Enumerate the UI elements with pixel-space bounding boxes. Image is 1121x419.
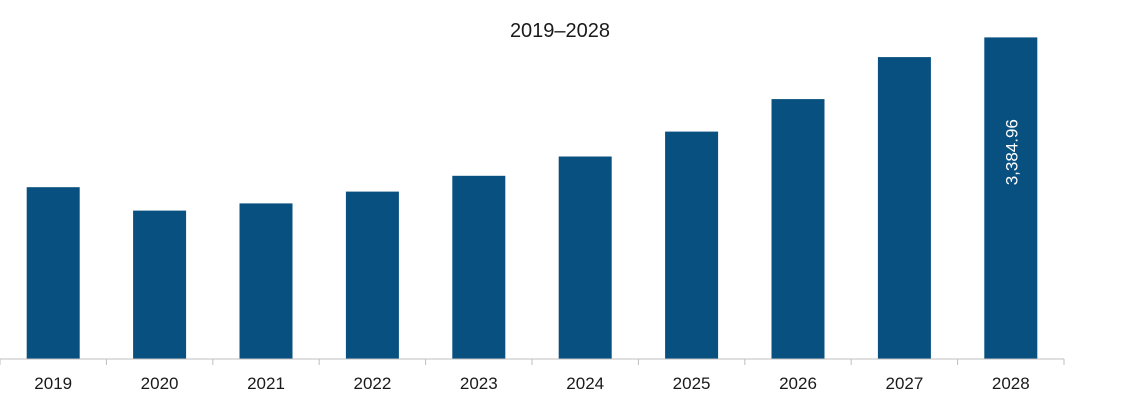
x-tick-label-2023: 2023 <box>460 374 498 393</box>
x-tick-marks <box>0 359 1065 365</box>
bar-2027 <box>877 57 931 359</box>
bar-2022 <box>345 191 399 359</box>
x-tick-label-2024: 2024 <box>566 374 604 393</box>
x-tick-label-2025: 2025 <box>673 374 711 393</box>
data-labels: 3,384.96 <box>1002 119 1021 185</box>
bar-2019 <box>26 187 80 359</box>
x-tick-label-2020: 2020 <box>141 374 179 393</box>
bar-2028 <box>984 37 1038 360</box>
x-tick-label-2019: 2019 <box>34 374 72 393</box>
x-tick-label-2026: 2026 <box>779 374 817 393</box>
bar-2021 <box>239 203 293 359</box>
x-tick-label-2021: 2021 <box>247 374 285 393</box>
bar-2026 <box>771 99 825 359</box>
bar-2024 <box>558 156 612 359</box>
x-tick-label-2022: 2022 <box>353 374 391 393</box>
x-tick-labels: 2019 2020 2021 2022 2023 2024 2025 2026 2027 2028 <box>34 374 1029 393</box>
x-tick-label-2028: 2028 <box>992 374 1030 393</box>
chart-title: 2019–2028 <box>510 20 610 42</box>
bars-group <box>26 37 1038 360</box>
data-label-2028: 3,384.96 <box>1002 119 1021 185</box>
bar-2023 <box>452 175 506 359</box>
bar-2020 <box>133 210 187 359</box>
bar-2025 <box>665 131 719 359</box>
x-tick-label-2027: 2027 <box>885 374 923 393</box>
